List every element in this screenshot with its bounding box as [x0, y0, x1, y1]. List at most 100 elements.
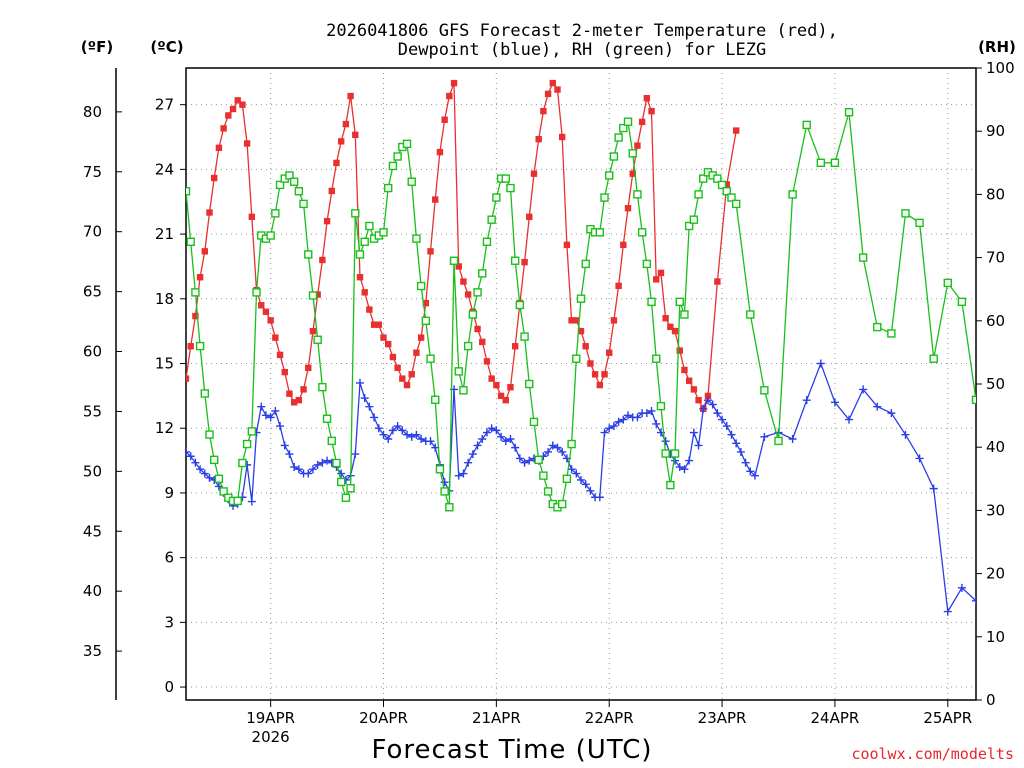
- rh-point-59: [459, 386, 468, 395]
- dewpoint-point-19: [271, 406, 280, 415]
- temperature-point-40: [370, 321, 378, 328]
- rh-point-77: [543, 487, 553, 496]
- dewpoint-point-0: [186, 447, 190, 456]
- rh-point-4: [200, 389, 210, 398]
- dewpoint-point-2: [191, 458, 200, 467]
- rh-point-100: [652, 354, 661, 363]
- fahrenheit-tick-label-65: 65: [83, 283, 102, 301]
- rh-point-55: [440, 487, 449, 496]
- dewpoint-point-106: [680, 465, 689, 474]
- temperature-point-51: [422, 299, 430, 307]
- dewpoint-point-110: [699, 404, 708, 413]
- rh-point-130: [915, 218, 924, 228]
- temperature-point-60: [464, 291, 472, 298]
- rh-point-69: [506, 183, 515, 193]
- temperature-point-58: [455, 263, 462, 270]
- dewpoint-point-122: [760, 432, 769, 441]
- temperature-point-48: [408, 371, 415, 378]
- rh-point-5: [205, 430, 214, 439]
- rh-point-75: [534, 455, 543, 465]
- temperature-point-72: [521, 258, 528, 266]
- dewpoint-point-48: [407, 432, 416, 441]
- rh-point-35: [346, 484, 355, 493]
- dewpoint-point-120: [746, 467, 755, 476]
- dewpoint-point-132: [901, 430, 910, 439]
- dewpoint-point-91: [609, 422, 618, 431]
- temperature-point-4: [201, 248, 209, 255]
- temperature-point-5: [206, 209, 213, 216]
- dewpoint-point-98: [642, 409, 651, 418]
- rh-point-14: [247, 427, 257, 436]
- time-tick-label-25APR: 25APR: [923, 709, 972, 727]
- credit-link[interactable]: coolwx.com/modelts: [851, 745, 1014, 763]
- dewpoint-point-108: [689, 428, 698, 437]
- celsius-tick-label-21: 21: [155, 225, 174, 243]
- rh-point-120: [774, 436, 783, 446]
- rh-point-95: [628, 149, 637, 158]
- rh-point-44: [388, 161, 398, 171]
- dewpoint-point-111: [703, 396, 712, 405]
- rh-point-51: [421, 316, 431, 325]
- dewpoint-point-17: [261, 411, 270, 420]
- dewpoint-point-22: [285, 450, 294, 459]
- rh-point-3: [195, 341, 205, 351]
- dewpoint-point-50: [417, 435, 426, 444]
- rh-point-64: [482, 237, 492, 247]
- dewpoint-point-28: [313, 460, 322, 469]
- temperature-point-114: [732, 127, 740, 134]
- dewpoint-point-102: [661, 437, 670, 446]
- temperature-point-94: [624, 205, 632, 212]
- rh-point-93: [619, 123, 628, 133]
- rh-point-61: [468, 310, 478, 319]
- dewpoint-point-78: [548, 441, 557, 450]
- temperature-point-87: [591, 371, 599, 378]
- celsius-tick-label-9: 9: [164, 484, 174, 502]
- temperature-point-31: [328, 187, 335, 195]
- rh-point-97: [637, 228, 647, 237]
- time-tick-label-20APR: 20APR: [359, 709, 408, 727]
- temperature-point-106: [681, 366, 688, 374]
- temperature-point-107: [685, 377, 693, 384]
- rh-point-121: [788, 190, 797, 199]
- dewpoint-point-136: [957, 583, 966, 592]
- rh-point-90: [605, 171, 614, 180]
- rh-point-30: [322, 414, 332, 423]
- dewpoint-point-79: [553, 443, 562, 452]
- temperature-point-67: [497, 392, 505, 400]
- dewpoint-point-70: [511, 443, 520, 452]
- dewpoint-point-129: [859, 385, 868, 394]
- dewpoint-point-41: [374, 424, 383, 433]
- rh-point-116: [727, 193, 736, 202]
- dewpoint-point-118: [736, 447, 745, 456]
- rh-tick-label-10: 10: [986, 628, 1005, 646]
- chart-title-line-1: 2026041806 GFS Forecast 2-meter Temperat…: [326, 21, 838, 41]
- temperature-point-113: [723, 181, 730, 188]
- dewpoint-point-139: [1000, 661, 1008, 669]
- temperature-point-41: [375, 321, 382, 328]
- temperature-point-100: [653, 276, 660, 283]
- rh-point-118: [746, 310, 755, 319]
- rh-point-137: [1015, 422, 1022, 429]
- rh-point-124: [830, 158, 840, 168]
- temperature-point-69: [507, 384, 514, 391]
- temperature-point-80: [558, 133, 566, 141]
- temperature-point-57: [450, 79, 458, 87]
- dewpoint-point-109: [694, 441, 703, 450]
- rh-point-63: [478, 269, 487, 278]
- rh-point-25: [299, 199, 308, 209]
- rh-point-53: [431, 395, 440, 404]
- temperature-point-44: [389, 353, 397, 361]
- dewpoint-point-116: [727, 430, 736, 439]
- temperature-point-25: [300, 386, 307, 393]
- rh-point-129: [901, 209, 910, 218]
- rh-tick-label-40: 40: [986, 438, 1005, 456]
- dewpoint-point-24: [294, 465, 303, 474]
- rh-point-84: [576, 294, 586, 303]
- temperature-point-91: [610, 317, 618, 324]
- dewpoint-point-46: [398, 426, 407, 435]
- dewpoint-point-77: [544, 447, 553, 456]
- temperature-point-62: [474, 325, 481, 333]
- dewpoint-point-114: [718, 415, 727, 424]
- temperature-point-34: [342, 120, 350, 128]
